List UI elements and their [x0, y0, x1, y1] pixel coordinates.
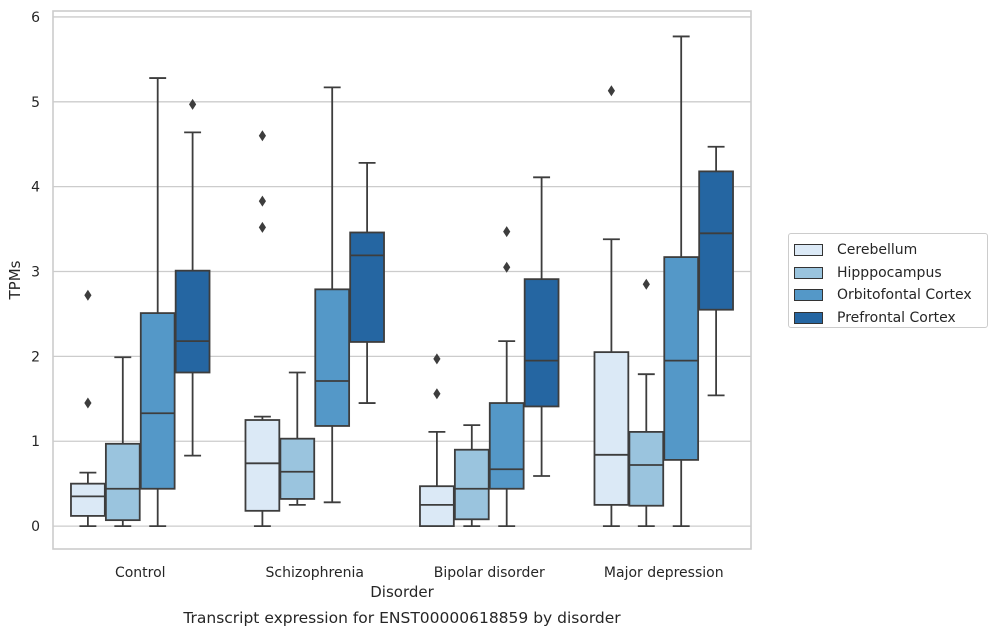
legend-item: Hipppocampus	[794, 262, 987, 285]
box	[244, 419, 281, 512]
legend-swatch	[794, 244, 823, 257]
legend-label: Orbitofontal Cortex	[837, 287, 972, 304]
legend-item: Cerebellum	[794, 239, 987, 262]
box-cerebellum	[593, 85, 630, 527]
x-tick-label: Control	[115, 565, 166, 581]
box	[349, 231, 385, 343]
box	[314, 288, 351, 427]
outlier-point	[258, 221, 266, 233]
box	[453, 448, 490, 521]
box-cerebellum	[70, 289, 106, 527]
outlier-point	[433, 353, 441, 365]
outlier-point	[189, 98, 197, 110]
box-orbitofontal-cortex	[488, 226, 525, 527]
outlier-point	[607, 85, 615, 97]
box-orbitofontal-cortex	[314, 86, 351, 504]
legend-item: Orbitofontal Cortex	[794, 284, 987, 307]
outlier-point	[258, 195, 266, 207]
y-tick-label: 6	[31, 10, 40, 26]
chart-caption: Transcript expression for ENST0000061885…	[182, 609, 621, 627]
box-hipppocampus	[628, 278, 665, 527]
box	[139, 312, 176, 490]
y-tick-label: 0	[31, 519, 40, 535]
box-hipppocampus	[453, 424, 490, 527]
box	[419, 485, 455, 527]
outlier-point	[84, 397, 92, 409]
x-tick-label: Schizophrenia	[266, 565, 364, 581]
legend-item: Prefrontal Cortex	[794, 307, 987, 330]
box	[628, 430, 665, 507]
box	[523, 278, 560, 408]
outlier-point	[84, 289, 92, 301]
legend-label: Cerebellum	[837, 242, 918, 259]
legend: Cerebellum Hipppocampus Orbitofontal Corte…	[788, 233, 988, 328]
box-cerebellum	[419, 353, 455, 527]
box-prefrontal-cortex	[523, 176, 560, 477]
legend-swatch	[794, 289, 823, 302]
y-tick-label: 4	[31, 180, 40, 196]
box	[70, 482, 106, 517]
box	[279, 437, 316, 500]
x-tick-label: Major depression	[604, 565, 724, 581]
box-prefrontal-cortex	[698, 145, 734, 397]
box-hipppocampus	[104, 356, 141, 527]
x-tick-labels: Control Schizophrenia Bipolar disorder Majo…	[115, 565, 724, 581]
legend-swatch	[794, 311, 823, 324]
box-orbitofontal-cortex	[663, 35, 700, 527]
y-tick-labels: 0 1 2 3 4 5 6	[31, 10, 40, 535]
outlier-point	[503, 226, 511, 238]
outlier-point	[433, 388, 441, 400]
x-axis-label: Disorder	[370, 583, 434, 601]
outlier-point	[642, 278, 650, 290]
box-plot-marks	[70, 35, 734, 527]
box	[104, 442, 141, 522]
box-orbitofontal-cortex	[139, 77, 176, 527]
box	[698, 170, 734, 311]
x-tick-label: Bipolar disorder	[434, 565, 545, 581]
y-tick-label: 2	[31, 349, 40, 365]
outlier-point	[258, 130, 266, 142]
box	[593, 351, 630, 506]
legend-label: Prefrontal Cortex	[837, 309, 956, 326]
y-tick-label: 1	[31, 434, 40, 450]
box	[488, 402, 525, 490]
y-tick-label: 3	[31, 265, 40, 281]
legend-label: Hipppocampus	[837, 264, 942, 281]
y-axis-label: TPMs	[6, 260, 24, 300]
y-tick-label: 5	[31, 95, 40, 111]
box-hipppocampus	[279, 371, 316, 506]
box-prefrontal-cortex	[349, 161, 385, 404]
box-prefrontal-cortex	[174, 98, 211, 457]
plot-frame	[52, 10, 752, 550]
outlier-point	[503, 261, 511, 273]
box-cerebellum	[244, 130, 281, 527]
box	[174, 269, 211, 374]
box	[663, 256, 700, 461]
legend-swatch	[794, 266, 823, 279]
